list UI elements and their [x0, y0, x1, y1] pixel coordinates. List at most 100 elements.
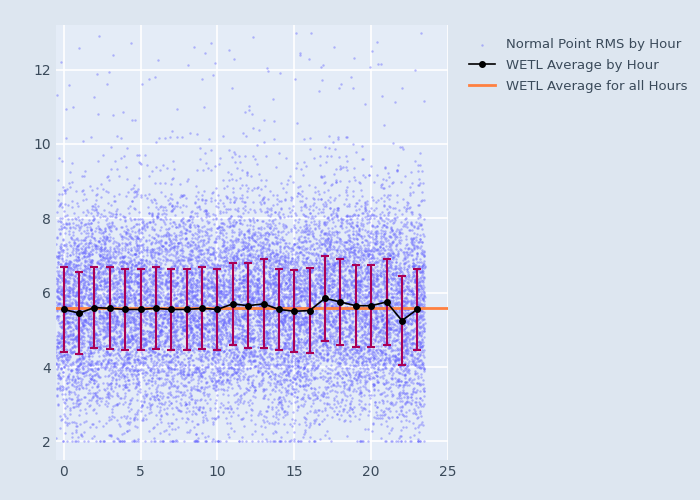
Normal Point RMS by Hour — [169, 276, 181, 284]
Normal Point RMS by Hour — [56, 300, 67, 308]
Normal Point RMS by Hour — [340, 277, 351, 285]
Normal Point RMS by Hour — [318, 172, 330, 180]
Normal Point RMS by Hour — [386, 284, 397, 292]
Normal Point RMS by Hour — [85, 315, 97, 323]
Normal Point RMS by Hour — [402, 388, 413, 396]
Normal Point RMS by Hour — [403, 406, 414, 413]
Normal Point RMS by Hour — [247, 266, 258, 274]
Normal Point RMS by Hour — [395, 310, 406, 318]
Normal Point RMS by Hour — [167, 382, 178, 390]
Normal Point RMS by Hour — [186, 303, 197, 311]
Normal Point RMS by Hour — [198, 236, 209, 244]
Normal Point RMS by Hour — [289, 328, 300, 336]
Normal Point RMS by Hour — [150, 411, 162, 419]
Normal Point RMS by Hour — [398, 354, 409, 362]
Normal Point RMS by Hour — [133, 246, 144, 254]
Normal Point RMS by Hour — [416, 196, 428, 204]
Normal Point RMS by Hour — [284, 295, 295, 303]
Normal Point RMS by Hour — [321, 271, 332, 279]
Normal Point RMS by Hour — [230, 350, 241, 358]
Normal Point RMS by Hour — [108, 360, 120, 368]
Normal Point RMS by Hour — [314, 334, 326, 342]
Normal Point RMS by Hour — [225, 222, 236, 230]
Normal Point RMS by Hour — [113, 289, 124, 297]
Normal Point RMS by Hour — [284, 376, 295, 384]
Normal Point RMS by Hour — [385, 364, 396, 372]
Normal Point RMS by Hour — [379, 356, 391, 364]
Normal Point RMS by Hour — [341, 343, 352, 351]
Normal Point RMS by Hour — [379, 350, 391, 358]
Normal Point RMS by Hour — [386, 424, 398, 432]
Normal Point RMS by Hour — [279, 344, 290, 352]
Normal Point RMS by Hour — [256, 368, 267, 376]
Normal Point RMS by Hour — [114, 310, 125, 318]
Normal Point RMS by Hour — [185, 328, 196, 336]
Normal Point RMS by Hour — [362, 343, 373, 351]
Normal Point RMS by Hour — [256, 216, 267, 224]
Normal Point RMS by Hour — [241, 226, 253, 234]
Normal Point RMS by Hour — [99, 248, 110, 256]
Normal Point RMS by Hour — [94, 438, 106, 446]
Normal Point RMS by Hour — [59, 314, 70, 322]
Normal Point RMS by Hour — [342, 191, 353, 199]
Normal Point RMS by Hour — [407, 352, 418, 360]
Normal Point RMS by Hour — [368, 280, 379, 287]
Normal Point RMS by Hour — [179, 281, 190, 289]
Normal Point RMS by Hour — [394, 238, 405, 246]
Normal Point RMS by Hour — [141, 338, 152, 346]
Normal Point RMS by Hour — [287, 206, 298, 214]
Normal Point RMS by Hour — [128, 370, 139, 378]
Normal Point RMS by Hour — [160, 371, 172, 379]
Normal Point RMS by Hour — [323, 281, 335, 289]
Normal Point RMS by Hour — [237, 328, 248, 336]
Normal Point RMS by Hour — [135, 240, 146, 248]
Normal Point RMS by Hour — [78, 247, 89, 255]
Normal Point RMS by Hour — [330, 312, 342, 320]
Normal Point RMS by Hour — [69, 388, 80, 396]
Normal Point RMS by Hour — [166, 240, 177, 248]
Normal Point RMS by Hour — [280, 376, 291, 384]
Normal Point RMS by Hour — [88, 240, 99, 248]
Normal Point RMS by Hour — [395, 218, 406, 226]
Normal Point RMS by Hour — [150, 200, 162, 207]
Normal Point RMS by Hour — [209, 341, 220, 349]
Normal Point RMS by Hour — [386, 226, 398, 234]
Normal Point RMS by Hour — [134, 159, 146, 167]
Normal Point RMS by Hour — [360, 272, 371, 280]
Normal Point RMS by Hour — [253, 282, 264, 290]
Normal Point RMS by Hour — [325, 240, 336, 248]
Normal Point RMS by Hour — [311, 284, 322, 292]
Normal Point RMS by Hour — [302, 381, 314, 389]
Normal Point RMS by Hour — [360, 292, 372, 300]
Normal Point RMS by Hour — [234, 212, 245, 220]
Normal Point RMS by Hour — [147, 347, 158, 355]
Normal Point RMS by Hour — [167, 157, 178, 165]
Normal Point RMS by Hour — [314, 349, 326, 357]
Normal Point RMS by Hour — [397, 271, 408, 279]
Normal Point RMS by Hour — [274, 294, 285, 302]
Normal Point RMS by Hour — [162, 394, 173, 402]
Normal Point RMS by Hour — [242, 310, 253, 318]
Normal Point RMS by Hour — [221, 330, 232, 338]
Normal Point RMS by Hour — [61, 289, 72, 297]
Normal Point RMS by Hour — [314, 330, 325, 338]
Normal Point RMS by Hour — [172, 404, 183, 411]
Normal Point RMS by Hour — [267, 350, 278, 358]
Normal Point RMS by Hour — [323, 282, 335, 290]
Normal Point RMS by Hour — [344, 412, 355, 420]
Normal Point RMS by Hour — [204, 250, 216, 258]
Normal Point RMS by Hour — [349, 300, 360, 308]
Normal Point RMS by Hour — [377, 184, 388, 192]
Normal Point RMS by Hour — [144, 292, 155, 300]
Normal Point RMS by Hour — [341, 278, 352, 286]
Normal Point RMS by Hour — [136, 282, 147, 290]
Normal Point RMS by Hour — [258, 244, 269, 252]
Normal Point RMS by Hour — [162, 298, 173, 306]
Normal Point RMS by Hour — [206, 354, 218, 362]
Normal Point RMS by Hour — [410, 306, 421, 314]
Normal Point RMS by Hour — [330, 251, 342, 259]
Normal Point RMS by Hour — [111, 258, 122, 266]
Normal Point RMS by Hour — [120, 300, 131, 308]
Normal Point RMS by Hour — [339, 368, 350, 376]
Normal Point RMS by Hour — [108, 112, 119, 120]
